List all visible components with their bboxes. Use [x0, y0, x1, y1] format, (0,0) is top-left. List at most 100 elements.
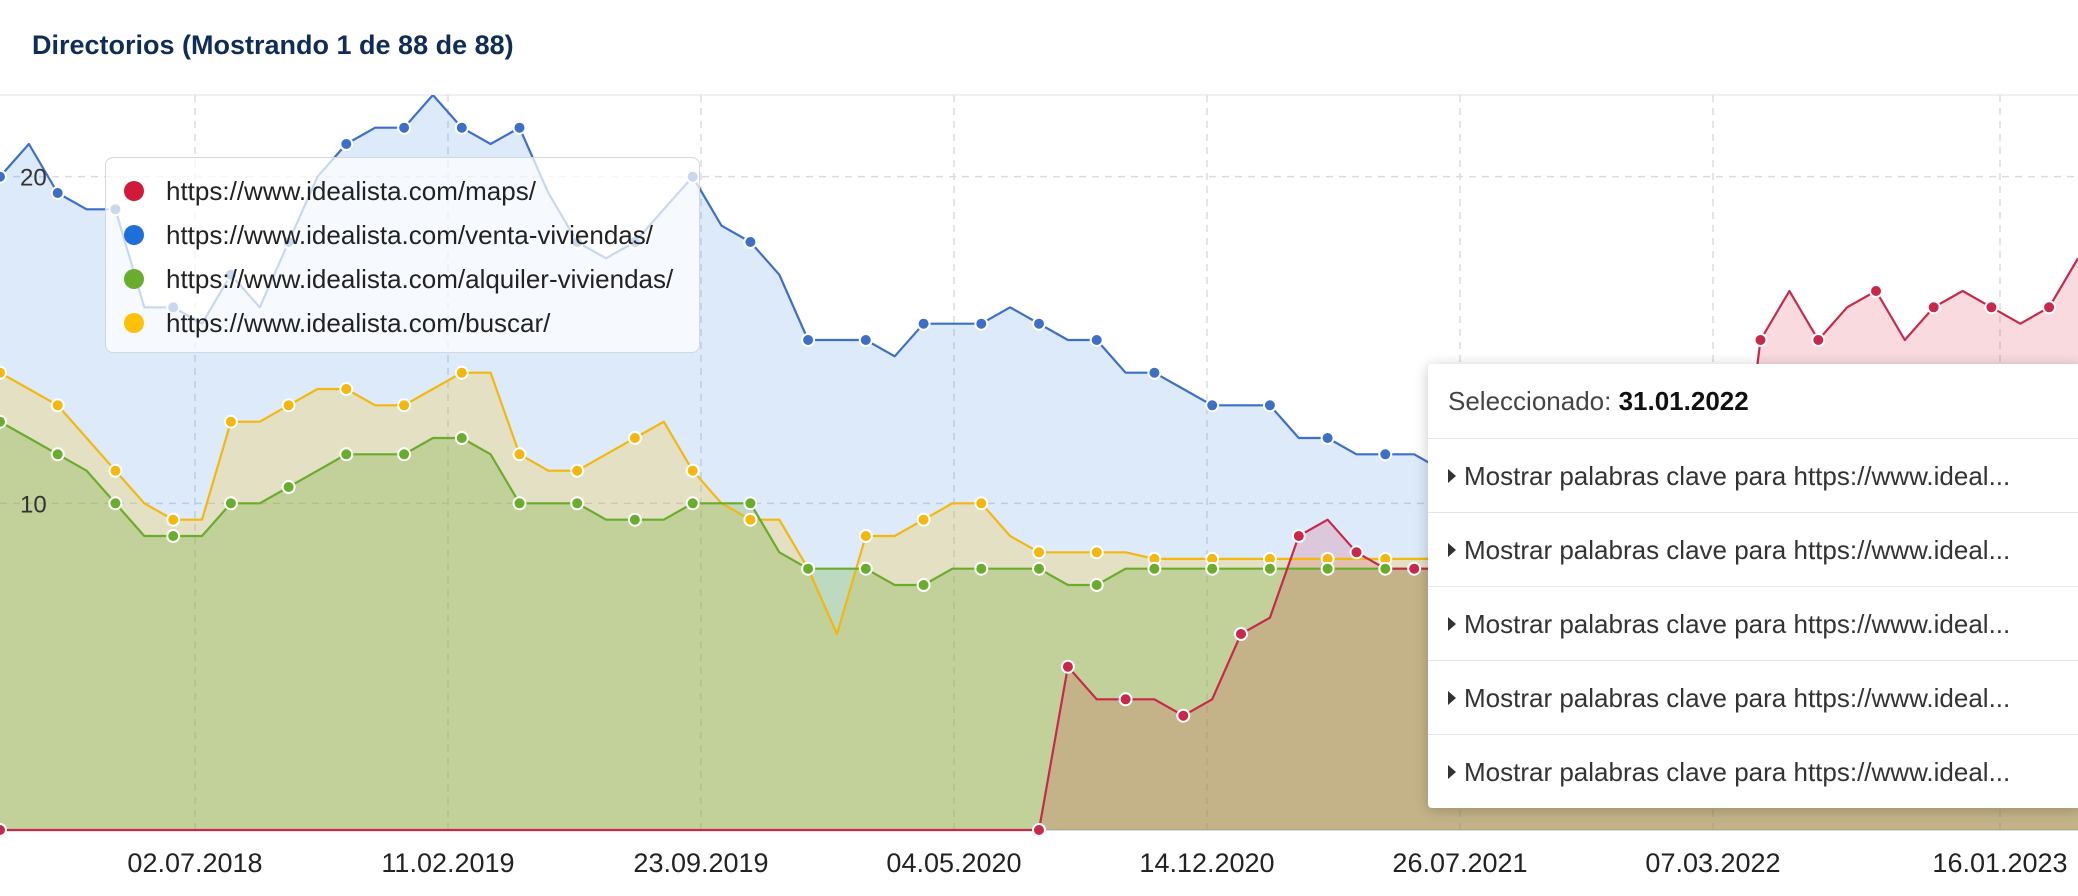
data-point[interactable] — [1811, 333, 1826, 347]
x-tick-label: 04.05.2020 — [886, 848, 1021, 878]
legend-dot-maps — [124, 181, 144, 201]
data-point[interactable] — [397, 398, 412, 413]
legend-label: https://www.idealista.com/maps/ — [166, 175, 536, 206]
data-point[interactable] — [397, 120, 412, 135]
data-point[interactable] — [1869, 284, 1883, 298]
legend-item-buscar[interactable]: https://www.idealista.com/buscar/ — [124, 303, 676, 343]
data-point[interactable] — [1032, 823, 1046, 837]
data-point[interactable] — [1147, 365, 1162, 380]
data-point[interactable] — [1147, 561, 1162, 576]
data-point[interactable] — [1176, 708, 1191, 723]
data-point[interactable] — [281, 398, 296, 413]
data-point[interactable] — [166, 529, 181, 543]
data-point[interactable] — [858, 561, 873, 576]
data-point[interactable] — [627, 512, 642, 527]
data-point[interactable] — [454, 365, 469, 380]
data-point[interactable] — [916, 578, 931, 592]
data-point[interactable] — [685, 496, 700, 511]
data-point[interactable] — [743, 235, 758, 249]
data-point[interactable] — [50, 186, 65, 200]
data-point[interactable] — [570, 463, 585, 478]
data-point[interactable] — [1320, 561, 1335, 576]
data-point[interactable] — [2042, 300, 2057, 315]
data-point[interactable] — [0, 823, 7, 837]
data-point[interactable] — [512, 447, 527, 462]
data-point[interactable] — [801, 561, 816, 576]
data-point[interactable] — [1234, 627, 1248, 641]
show-keywords-row[interactable]: Mostrar palabras clave para https://www.… — [1428, 587, 2078, 661]
show-keywords-label: Mostrar palabras clave para https://www.… — [1464, 461, 2011, 491]
data-point[interactable] — [1205, 398, 1220, 413]
data-point[interactable] — [1407, 561, 1422, 576]
data-point[interactable] — [0, 365, 7, 380]
show-keywords-row[interactable]: Mostrar palabras clave para https://www.… — [1428, 513, 2078, 587]
show-keywords-row[interactable]: Mostrar palabras clave para https://www.… — [1428, 661, 2078, 735]
x-tick-label: 14.12.2020 — [1139, 848, 1274, 878]
data-point[interactable] — [1320, 431, 1335, 445]
data-point[interactable] — [974, 316, 989, 331]
legend-item-venta[interactable]: https://www.idealista.com/venta-vivienda… — [124, 215, 676, 255]
data-point[interactable] — [1089, 578, 1104, 592]
data-point[interactable] — [1378, 447, 1393, 462]
data-point[interactable] — [50, 398, 65, 413]
data-point[interactable] — [223, 496, 238, 511]
data-point[interactable] — [1089, 333, 1104, 347]
data-point[interactable] — [1262, 398, 1277, 413]
data-point[interactable] — [512, 496, 527, 511]
page-title: Directorios (Mostrando 1 de 88 de 88) — [32, 30, 514, 60]
data-point[interactable] — [1205, 561, 1220, 576]
data-point[interactable] — [1089, 545, 1104, 560]
caret-right-icon — [1448, 765, 1456, 779]
data-point[interactable] — [570, 496, 585, 511]
data-point[interactable] — [454, 120, 469, 135]
data-point[interactable] — [339, 137, 354, 151]
caret-right-icon — [1448, 691, 1456, 705]
data-point[interactable] — [454, 431, 469, 445]
data-point[interactable] — [1262, 561, 1277, 576]
data-point[interactable] — [1984, 300, 1999, 315]
data-point[interactable] — [0, 414, 7, 429]
data-point[interactable] — [1378, 561, 1393, 576]
data-point[interactable] — [743, 512, 758, 527]
data-point[interactable] — [1032, 545, 1046, 560]
data-point[interactable] — [339, 382, 354, 396]
data-point[interactable] — [512, 120, 527, 135]
data-point[interactable] — [743, 496, 758, 511]
data-point[interactable] — [1032, 316, 1046, 331]
legend-item-maps[interactable]: https://www.idealista.com/maps/ — [124, 171, 676, 211]
legend-label: https://www.idealista.com/alquiler-vivie… — [166, 263, 674, 294]
data-point[interactable] — [1118, 692, 1133, 707]
data-point[interactable] — [397, 447, 412, 462]
data-point[interactable] — [685, 463, 700, 478]
data-point[interactable] — [281, 480, 296, 494]
data-point[interactable] — [1291, 529, 1306, 543]
x-tick-label: 02.07.2018 — [127, 848, 262, 878]
data-point[interactable] — [1753, 333, 1768, 347]
data-point[interactable] — [0, 169, 7, 184]
caret-right-icon — [1448, 469, 1456, 483]
data-point[interactable] — [627, 431, 642, 445]
legend-item-alquiler[interactable]: https://www.idealista.com/alquiler-vivie… — [124, 259, 676, 299]
data-point[interactable] — [801, 333, 816, 347]
data-point[interactable] — [1032, 561, 1046, 576]
data-point[interactable] — [108, 463, 123, 478]
data-point[interactable] — [339, 447, 354, 462]
data-point[interactable] — [1349, 545, 1364, 560]
data-point[interactable] — [974, 496, 989, 511]
show-keywords-row[interactable]: Mostrar palabras clave para https://www.… — [1428, 735, 2078, 809]
data-point[interactable] — [916, 512, 931, 527]
data-point[interactable] — [166, 512, 181, 527]
data-point[interactable] — [1060, 659, 1075, 674]
data-point[interactable] — [108, 496, 123, 511]
x-tick-label: 07.03.2022 — [1645, 848, 1780, 878]
y-tick-label: 10 — [20, 491, 47, 518]
data-point[interactable] — [1926, 300, 1941, 315]
data-point[interactable] — [974, 561, 989, 576]
data-point[interactable] — [50, 447, 65, 462]
data-point[interactable] — [916, 316, 931, 331]
data-point[interactable] — [223, 414, 238, 429]
data-point[interactable] — [858, 529, 873, 543]
show-keywords-row[interactable]: Mostrar palabras clave para https://www.… — [1428, 439, 2078, 513]
data-point[interactable] — [858, 333, 873, 347]
show-keywords-label: Mostrar palabras clave para https://www.… — [1464, 757, 2011, 787]
